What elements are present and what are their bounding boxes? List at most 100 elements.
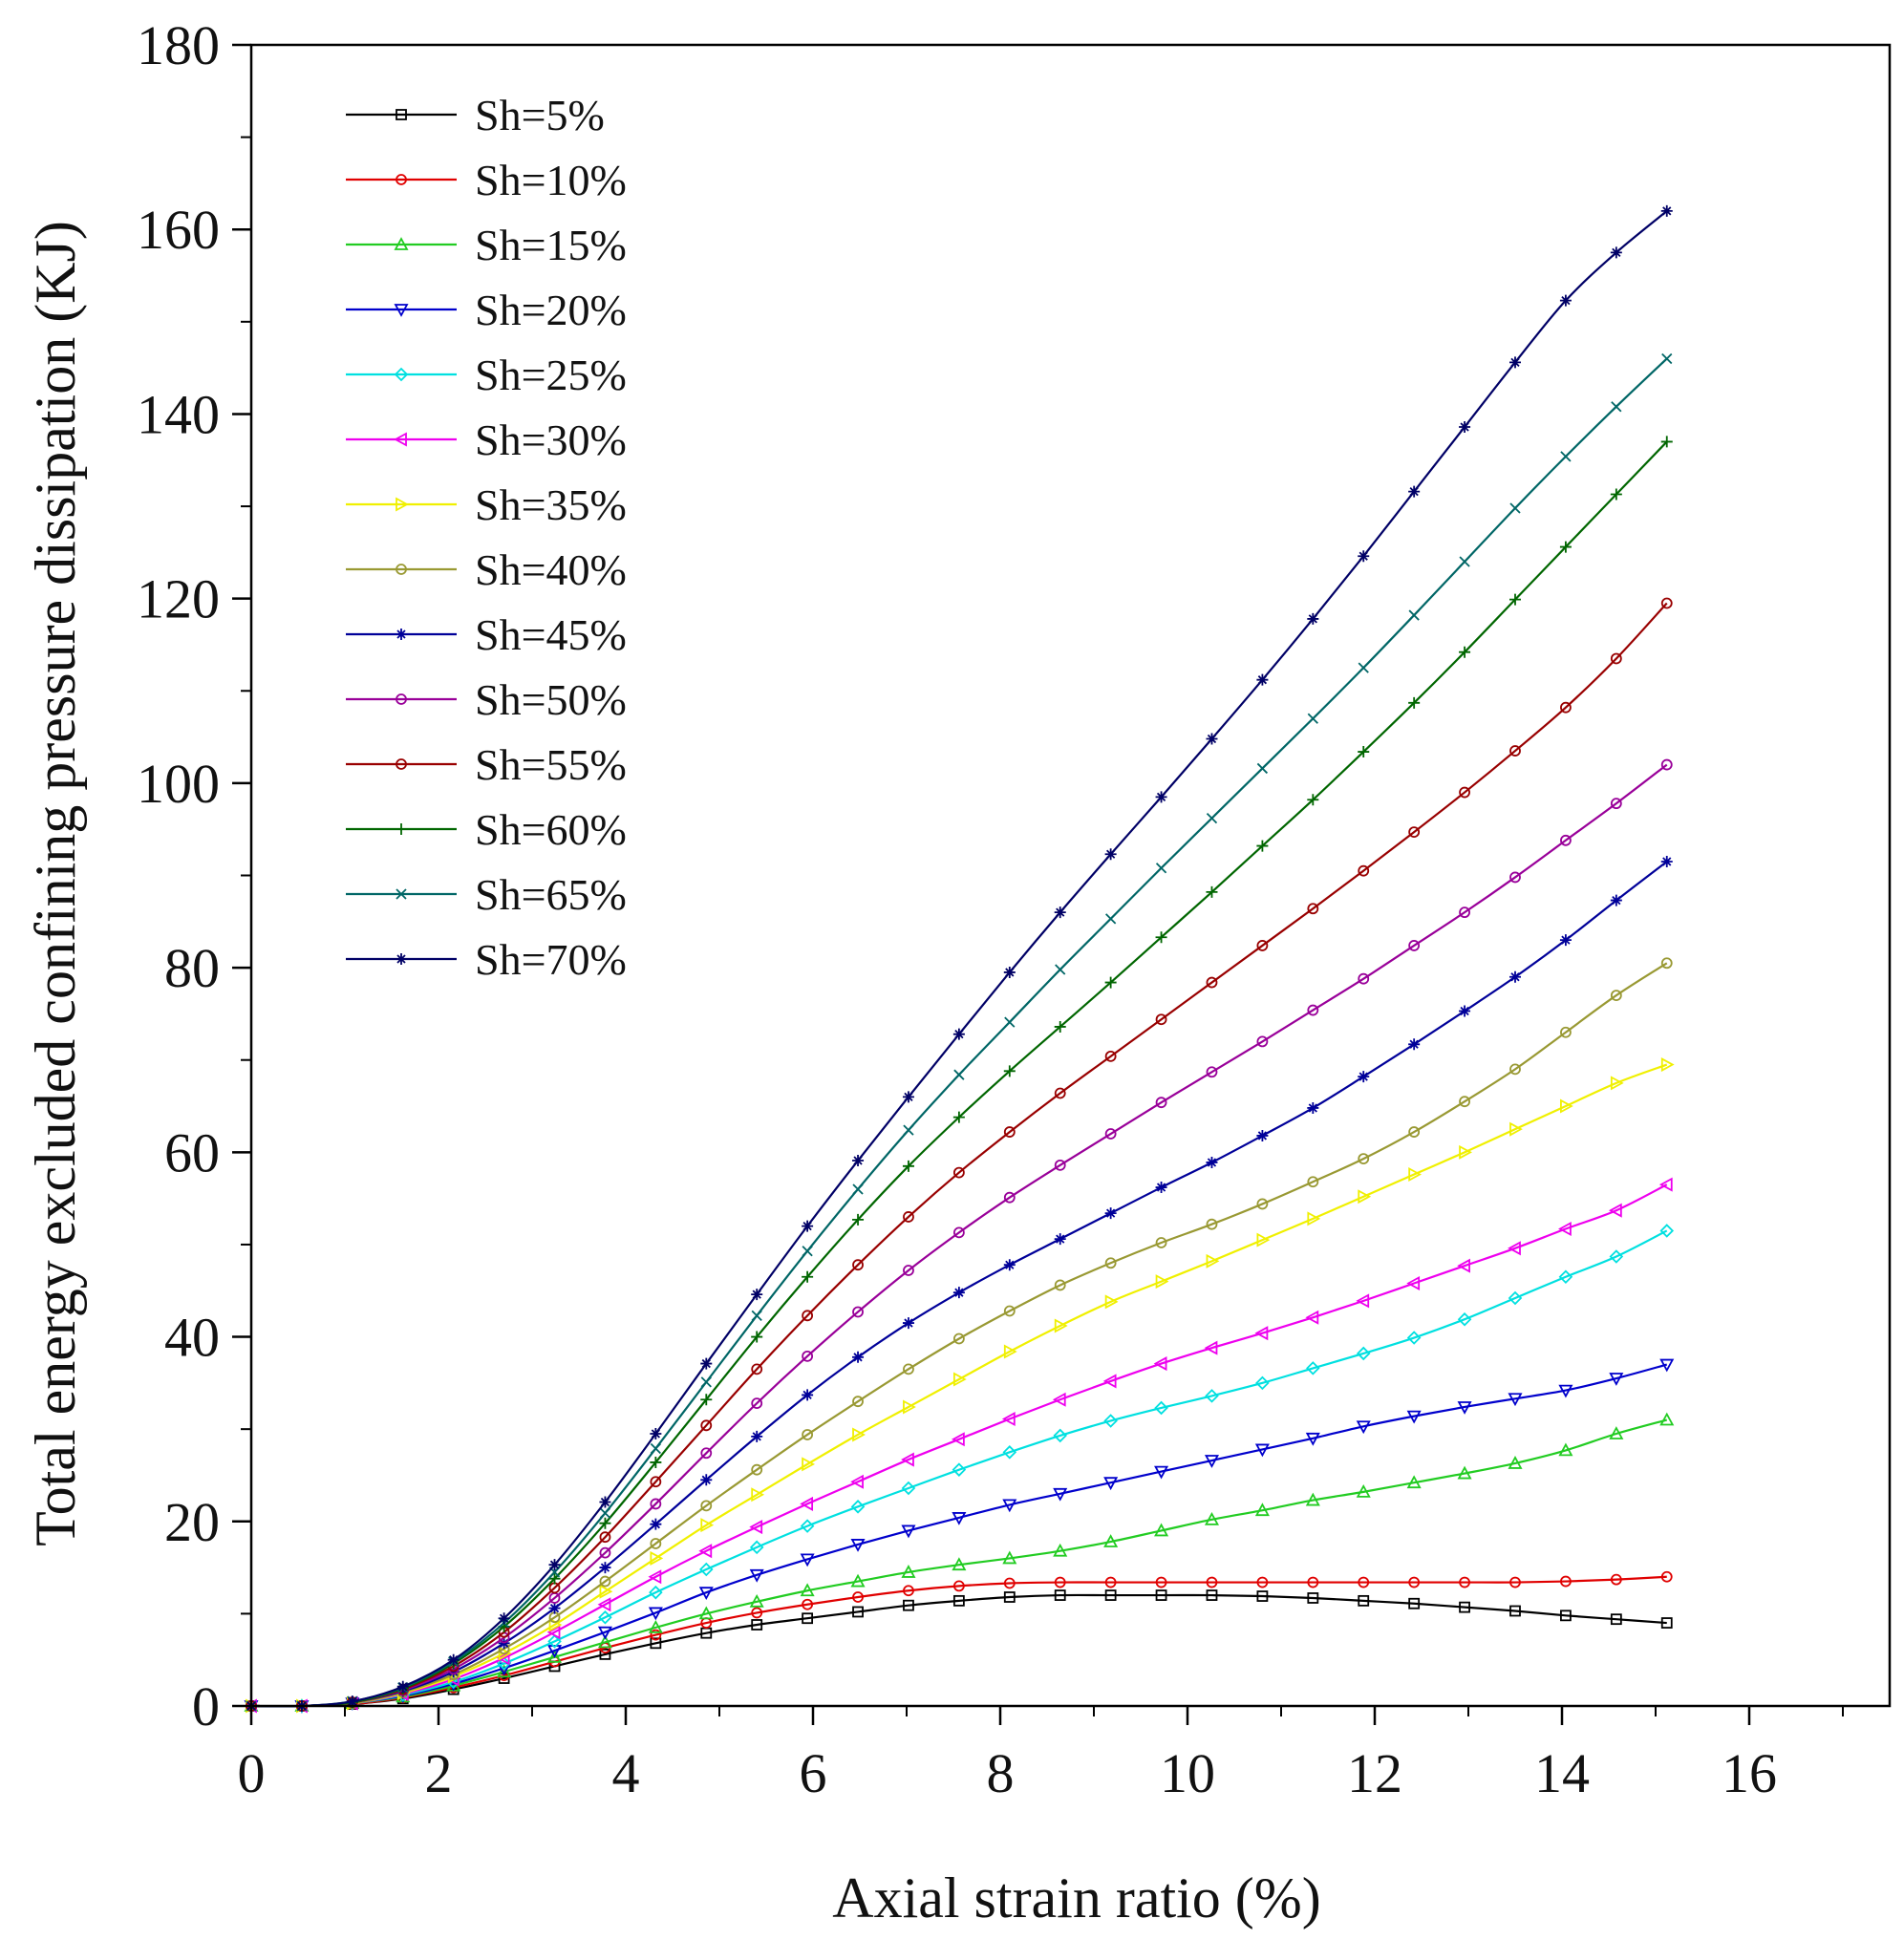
data-point-Sh=55%-7.56 [952, 1166, 965, 1179]
data-point-Sh=30%-10.8 [1254, 1326, 1269, 1341]
legend-label-Sh=30%: Sh=30% [475, 416, 627, 464]
data-point-Sh=45%-10.8 [1256, 1129, 1269, 1141]
data-point-Sh=35%-10.26 [1206, 1253, 1220, 1268]
data-point-Sh=40%-5.4 [751, 1463, 763, 1476]
data-point-Sh=55%-12.42 [1408, 826, 1421, 838]
data-point-Sh=15%-8.64 [1053, 1543, 1068, 1557]
data-point-Sh=40%-4.86 [700, 1500, 713, 1512]
data-point-Sh=45%-4.32 [650, 1518, 662, 1530]
data-point-Sh=45%-8.1 [1003, 1259, 1016, 1271]
legend-swatch-marker [394, 237, 409, 250]
data-point-Sh=20%-5.94 [800, 1553, 815, 1567]
data-point-Sh=55%-15.12 [1660, 597, 1673, 609]
data-point-Sh=50%-9.72 [1155, 1097, 1167, 1109]
data-point-Sh=45%-12.42 [1408, 1038, 1421, 1051]
legend-label-Sh=45%: Sh=45% [475, 610, 627, 659]
data-point-Sh=70%-3.24 [548, 1559, 561, 1571]
data-point-Sh=15%-9.72 [1154, 1523, 1169, 1537]
data-point-Sh=30%-5.94 [800, 1496, 814, 1511]
data-point-Sh=40%-13.5 [1509, 1063, 1521, 1076]
data-point-Sh=65%-11.88 [1358, 662, 1369, 673]
data-point-Sh=25%-8.64 [1053, 1428, 1067, 1443]
data-point-Sh=40%-11.34 [1307, 1176, 1319, 1188]
data-point-Sh=20%-12.42 [1406, 1410, 1422, 1424]
data-point-Sh=30%-12.96 [1457, 1258, 1470, 1273]
data-point-Sh=60%-11.88 [1358, 746, 1370, 758]
data-point-Sh=45%-8.64 [1054, 1233, 1066, 1246]
data-point-Sh=45%-11.88 [1358, 1071, 1370, 1083]
data-point-Sh=5%-8.64 [1054, 1589, 1066, 1601]
data-point-Sh=60%-8.64 [1054, 1020, 1066, 1033]
data-point-Sh=20%-13.5 [1508, 1393, 1523, 1407]
data-point-Sh=10%-7.02 [903, 1585, 914, 1597]
data-point-Sh=25%-4.32 [649, 1585, 663, 1600]
data-point-Sh=70%-8.1 [1003, 966, 1016, 978]
data-point-Sh=50%-8.64 [1054, 1159, 1066, 1171]
legend-label-Sh=70%: Sh=70% [475, 935, 627, 984]
series-line-Sh=5% [250, 1593, 1667, 1708]
data-point-Sh=50%-6.48 [852, 1306, 864, 1318]
x-tick-label-14: 14 [1534, 1742, 1590, 1804]
data-point-Sh=20%-11.88 [1356, 1420, 1371, 1435]
data-point-Sh=35%-2.7 [498, 1646, 512, 1661]
data-point-Sh=35%-7.02 [903, 1399, 916, 1415]
data-point-Sh=20%-8.1 [1002, 1499, 1017, 1513]
data-point-Sh=60%-10.26 [1206, 885, 1218, 898]
y-tick-label-40: 40 [164, 1307, 220, 1369]
data-point-Sh=35%-9.18 [1104, 1294, 1119, 1310]
data-point-Sh=35%-6.48 [852, 1427, 866, 1442]
legend-item-Sh=50%: Sh=50% [346, 675, 627, 724]
data-point-Sh=70%-10.26 [1206, 733, 1218, 745]
data-point-Sh=35%-5.94 [802, 1457, 815, 1472]
series-line-Sh=45% [250, 861, 1668, 1708]
data-point-Sh=50%-3.78 [599, 1546, 611, 1559]
data-point-Sh=65%-10.8 [1256, 762, 1269, 775]
data-point-Sh=40%-7.56 [952, 1332, 965, 1345]
data-point-Sh=25%-2.7 [497, 1656, 511, 1671]
data-point-Sh=65%-9.72 [1155, 863, 1167, 874]
data-point-Sh=40%-6.48 [852, 1396, 864, 1408]
data-point-Sh=60%-5.94 [802, 1270, 814, 1283]
series-Sh=30% [244, 1177, 1673, 1714]
data-point-Sh=30%-8.1 [1001, 1412, 1016, 1427]
data-point-Sh=55%-3.78 [599, 1531, 611, 1544]
series-Sh=35% [246, 1057, 1675, 1714]
data-point-Sh=10%-8.1 [1003, 1577, 1016, 1589]
data-point-Sh=50%-15.12 [1660, 758, 1673, 771]
series-Sh=40% [246, 957, 1673, 1712]
data-point-Sh=65%-7.56 [953, 1069, 965, 1080]
data-point-Sh=10%-5.94 [802, 1598, 814, 1610]
data-point-Sh=65%-14.04 [1560, 451, 1572, 462]
data-point-Sh=45%-7.56 [952, 1287, 965, 1299]
data-point-Sh=60%-13.5 [1509, 593, 1521, 606]
legend-swatch-marker [396, 823, 407, 835]
data-point-Sh=45%-4.86 [700, 1474, 713, 1486]
data-point-Sh=55%-11.34 [1307, 903, 1319, 915]
legend-label-Sh=35%: Sh=35% [475, 480, 627, 529]
data-point-Sh=40%-9.72 [1155, 1237, 1167, 1248]
legend-label-Sh=50%: Sh=50% [475, 675, 627, 724]
data-point-Sh=40%-12.42 [1408, 1126, 1421, 1138]
data-point-Sh=40%-7.02 [903, 1363, 914, 1375]
data-point-Sh=25%-13.5 [1508, 1290, 1523, 1306]
data-point-Sh=40%-8.1 [1003, 1305, 1016, 1317]
data-point-Sh=55%-9.18 [1104, 1050, 1117, 1062]
data-point-Sh=55%-14.58 [1610, 652, 1622, 665]
data-point-Sh=15%-8.1 [1002, 1550, 1017, 1565]
data-point-Sh=15%-2.7 [497, 1664, 512, 1678]
data-point-Sh=30%-10.26 [1204, 1340, 1218, 1355]
data-point-Sh=60%-7.56 [952, 1111, 965, 1123]
legend-swatch-marker [396, 693, 407, 705]
data-point-Sh=15%-7.02 [901, 1565, 916, 1578]
data-point-Sh=5%-5.94 [802, 1612, 814, 1625]
data-point-Sh=65%-11.34 [1307, 713, 1318, 724]
legend-item-Sh=40%: Sh=40% [346, 545, 627, 594]
data-point-Sh=45%-11.34 [1307, 1101, 1319, 1114]
data-point-Sh=15%-12.96 [1457, 1465, 1472, 1480]
data-point-Sh=65%-6.48 [852, 1183, 864, 1195]
x-tick-label-10: 10 [1160, 1742, 1215, 1804]
x-tick-label-0: 0 [238, 1742, 266, 1804]
data-point-Sh=70%-9.18 [1104, 848, 1117, 861]
data-point-Sh=65%-5.94 [802, 1246, 813, 1257]
